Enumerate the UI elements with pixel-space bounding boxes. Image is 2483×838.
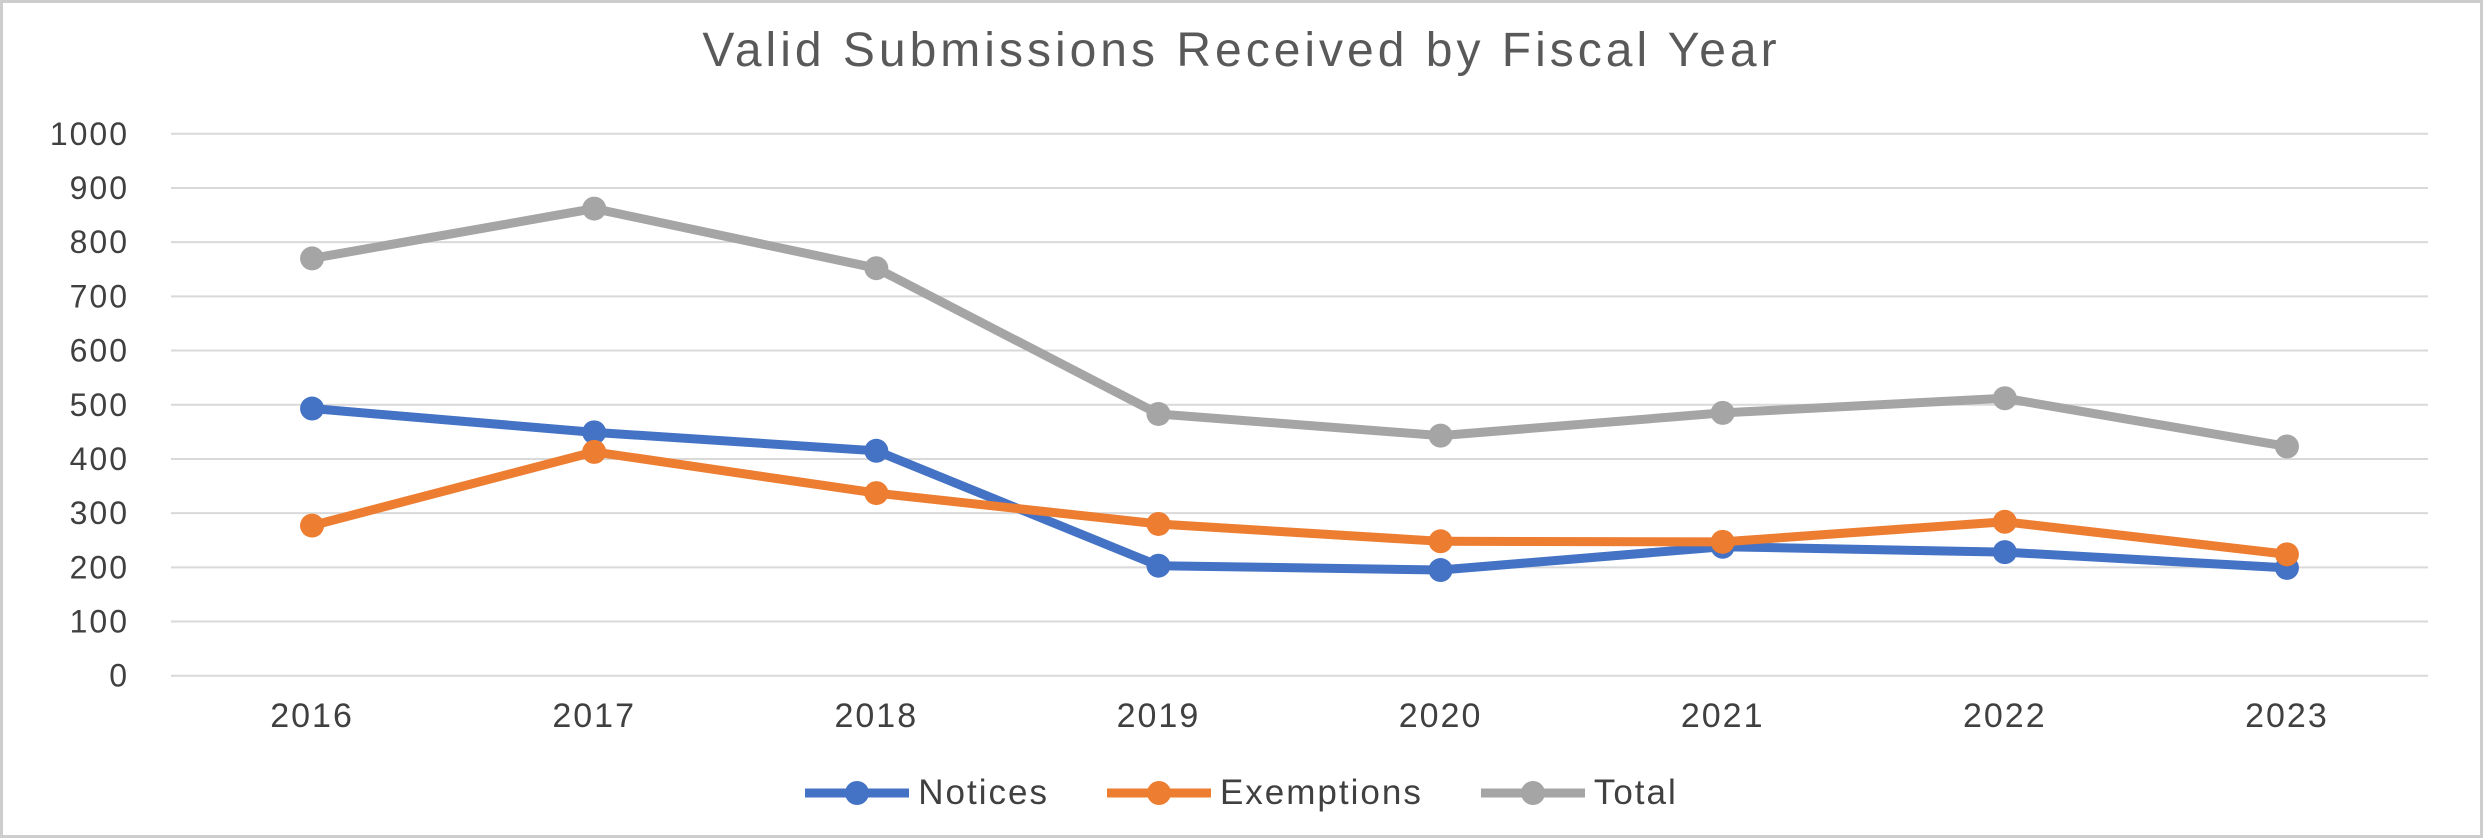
series-marker-exemptions: [1992, 509, 2017, 534]
series-line-notices: [307, 404, 2292, 575]
series-marker-exemptions: [582, 439, 607, 464]
y-axis-tick-label: 200: [70, 549, 129, 585]
y-axis-tick-label: 300: [70, 495, 129, 531]
x-axis-tick-label: 2017: [552, 697, 636, 735]
series-marker-exemptions: [864, 481, 889, 506]
legend-item-total: Total: [1480, 773, 1678, 813]
series-marker-exemptions: [300, 513, 325, 538]
series-marker-notices: [1992, 540, 2017, 565]
x-axis-tick-label: 2021: [1681, 697, 1765, 735]
series-marker-notices: [1146, 553, 1171, 578]
series-marker-total: [300, 246, 325, 271]
series-marker-notices: [582, 420, 607, 445]
series-line-exemptions: [307, 447, 2292, 559]
x-axis-tick-label: 2016: [270, 697, 354, 735]
series-marker-notices: [1428, 558, 1453, 583]
legend-label-total: Total: [1593, 773, 1678, 812]
y-axis-tick-label: 900: [70, 170, 129, 206]
series-marker-exemptions: [1146, 511, 1171, 536]
series-marker-notices: [864, 438, 889, 463]
legend-line-marker-icon: [805, 781, 910, 805]
chart-legend: Notices Exemptions Total: [3, 773, 2480, 813]
series-marker-notices: [300, 396, 325, 421]
legend-item-notices: Notices: [805, 773, 1049, 813]
x-axis-tick-label: 2020: [1399, 697, 1483, 735]
series-marker-total: [1146, 401, 1171, 426]
legend-line-marker-icon: [1480, 781, 1585, 805]
y-axis-tick-label: 500: [70, 387, 129, 423]
x-axis-tick-label: 2018: [834, 697, 918, 735]
chart-title: Valid Submissions Received by Fiscal Yea…: [702, 24, 1781, 77]
y-axis-tick-label: 100: [70, 604, 129, 640]
y-axis-tick-label: 700: [70, 278, 129, 314]
line-chart-plot-area: 0 100 200 300 400 500 600 700 800 900 1000 2016 2017…: [50, 116, 2428, 735]
series-marker-total: [1710, 400, 1735, 425]
series-marker-total: [582, 196, 607, 221]
x-axis-tick-label: 2019: [1117, 697, 1201, 735]
series-marker-total: [1428, 423, 1453, 448]
series-marker-exemptions: [2274, 542, 2299, 567]
y-axis-tick-label: 800: [70, 224, 129, 260]
series-marker-total: [1992, 386, 2017, 411]
series-line-total: [307, 204, 2292, 451]
y-axis-tick-label: 1000: [50, 116, 129, 152]
y-axis-tick-label: 0: [109, 658, 129, 694]
series-marker-exemptions: [1710, 529, 1735, 554]
series-marker-total: [864, 256, 889, 281]
series-marker-total: [2274, 434, 2299, 459]
legend-label-exemptions: Exemptions: [1219, 773, 1423, 812]
x-axis-tick-label: 2023: [2245, 697, 2329, 735]
legend-line-marker-icon: [1106, 781, 1211, 805]
x-axis-tick-label: 2022: [1963, 697, 2047, 735]
legend-label-notices: Notices: [918, 773, 1049, 812]
y-axis-tick-label: 600: [70, 333, 129, 369]
series-marker-exemptions: [1428, 529, 1453, 554]
legend-item-exemptions: Exemptions: [1106, 773, 1423, 813]
y-axis-tick-label: 400: [70, 441, 129, 477]
